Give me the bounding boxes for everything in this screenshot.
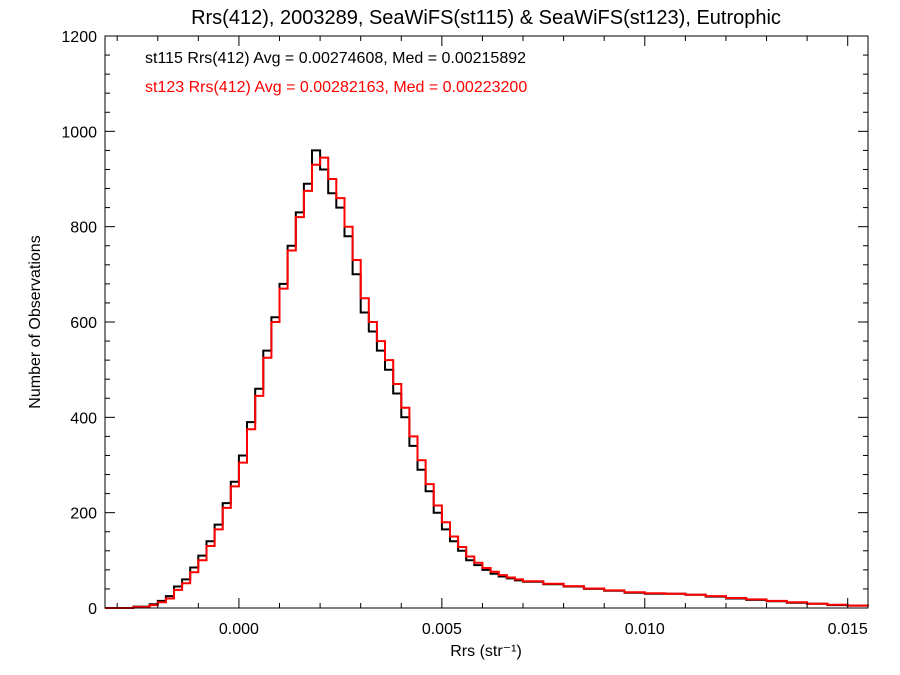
- histogram-series-0: [105, 149, 869, 609]
- y-tick-label: 1200: [61, 29, 97, 46]
- legend-annotation-st115: st115 Rrs(412) Avg = 0.00274608, Med = 0…: [145, 50, 526, 67]
- y-tick-label: 1000: [61, 124, 97, 141]
- axis-ticks: 0 200 400 600 800 1000 1200 0.000 0.005 0.010 0.01…: [61, 29, 868, 638]
- y-tick-label: 0: [88, 601, 97, 618]
- y-tick-label: 800: [70, 220, 97, 237]
- x-tick-label: 0.000: [219, 621, 259, 638]
- y-tick-label: 400: [70, 410, 97, 427]
- x-tick-label: 0.005: [422, 621, 462, 638]
- series-layer: [105, 149, 869, 609]
- x-tick-label: 0.015: [828, 621, 868, 638]
- x-axis-label: Rrs (str⁻¹): [450, 643, 522, 660]
- chart-title: Rrs(412), 2003289, SeaWiFS(st115) & SeaW…: [191, 7, 781, 29]
- legend-annotation-st123: st123 Rrs(412) Avg = 0.00282163, Med = 0…: [145, 79, 527, 96]
- y-tick-label: 600: [70, 315, 97, 332]
- y-tick-label: 200: [70, 506, 97, 523]
- y-axis-label: Number of Observations: [27, 235, 44, 408]
- x-tick-label: 0.010: [625, 621, 665, 638]
- histogram-series-1: [105, 156, 869, 609]
- plot-frame: [104, 35, 869, 609]
